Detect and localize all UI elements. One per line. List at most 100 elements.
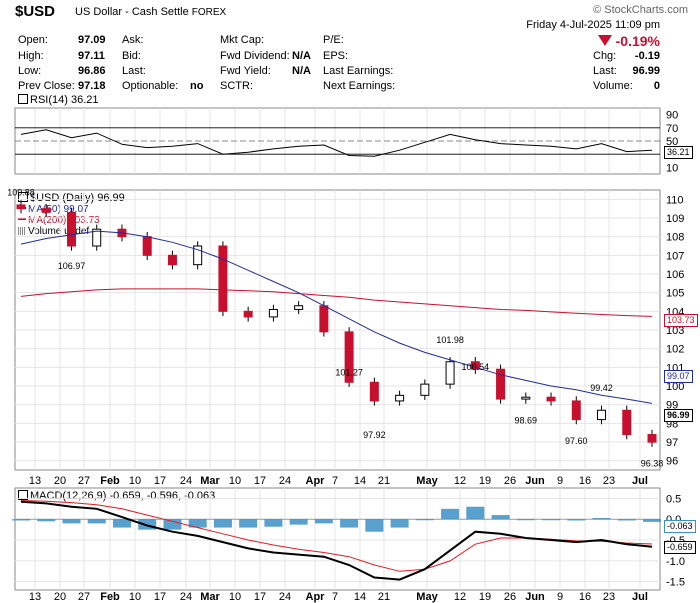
x-tick-label: Jul [632,475,648,487]
rsi-legend: RSI(14) 36.21 [18,94,98,106]
macd-histogram-bar [390,519,409,528]
fwd-dividend-label: Fwd Dividend: [220,50,290,62]
x-tick-label: 19 [479,475,491,487]
last-earnings-label: Last Earnings: [323,65,394,77]
candle-body [66,211,76,247]
price-annotation: 97.60 [565,436,588,446]
quote-datetime: Friday 4-Jul-2025 11:09 pm [526,19,660,31]
x-tick-label: 24 [279,475,291,487]
candle-body [243,310,253,318]
candle-body [319,305,329,333]
symbol-name: US Dollar - Cash Settle [75,6,189,18]
prev-close-label: Prev Close: [18,80,75,92]
ask-label: Ask: [122,34,144,46]
candle-body [420,383,430,396]
x-tick-label: May [416,475,438,487]
macd-hist-tag: -0.063 [664,520,696,533]
candle-body [470,361,480,370]
exchange-label: FOREX [191,7,227,18]
x-tick-label: 14 [354,475,366,487]
candle-body [142,236,152,256]
last2-value: 96.99 [632,65,660,77]
x-tick-label: 10 [229,591,241,603]
price-legend-main: $USD (Daily) 96.99 [18,192,125,204]
ma200-line-icon [18,218,26,220]
candle-body [445,361,455,385]
x-tick-label: 13 [29,591,41,603]
macd-label: MACD(12,26,9) -0.659, -0.596, -0.063 [30,490,216,502]
macd-histogram-bar [62,519,81,524]
price-annotation: 96.38 [641,459,664,469]
candle-body [218,245,228,312]
x-tick-label: 16 [579,591,591,603]
x-tick-label: 12 [454,591,466,603]
macd-histogram-bar [239,519,258,528]
pe-label: P/E: [323,34,344,46]
macd-histogram-bar [365,519,384,532]
ma200-line [20,288,653,317]
macd-histogram-bar [617,519,636,521]
macd-marker-icon [18,490,28,500]
change-percent: -0.19% [597,33,660,49]
macd-histogram-bar [567,519,586,521]
x-tick-label: Feb [100,591,120,603]
rsi-marker-icon [18,94,28,104]
candle-body [41,208,51,213]
ma200-label: MA(200) 103.73 [28,215,100,226]
x-tick-label: 23 [603,591,615,603]
x-tick-label: Apr [306,475,326,487]
macd-histogram-bar [112,519,131,528]
candle-body [521,396,531,400]
x-tick-label: 24 [180,591,192,603]
macd-histogram-bar [516,519,535,521]
x-tick-label: Feb [100,475,120,487]
macd-histogram-bar [542,519,561,521]
fwd-yield-label: Fwd Yield: [220,65,271,77]
macd-histogram-bar [643,519,661,522]
price-tick-label: 100 [666,381,684,393]
x-tick-label: 17 [154,591,166,603]
x-tick-label: 26 [504,591,516,603]
x-tick-label: 7 [332,591,338,603]
brand-watermark: © StockCharts.com [593,4,688,16]
x-tick-label: 17 [154,475,166,487]
candle-body [395,394,405,402]
x-tick-label: 7 [332,475,338,487]
x-tick-label: 13 [29,475,41,487]
x-tick-label: 23 [603,475,615,487]
x-tick-label: Jun [525,475,545,487]
price-annotation: 101.98 [436,335,464,345]
macd-histogram-bar [188,519,207,528]
macd-histogram-bar [37,519,56,522]
candle-body [294,305,304,310]
price-tick-label: 99 [666,400,678,412]
x-tick-label: May [416,591,438,603]
candle-body [622,409,632,436]
x-tick-label: 10 [129,475,141,487]
macd-histogram-bar [415,519,434,521]
open-value: 97.09 [78,34,106,46]
macd-tick-label: 0.5 [666,493,681,505]
x-tick-label: 27 [78,591,90,603]
price-tick-label: 103 [666,325,684,337]
price-annotation: 109.88 [7,188,35,198]
price-tick-label: 96 [666,456,678,468]
rsi-tick-label: 70 [666,123,678,135]
volume-label-text: Volume undef [28,226,90,237]
price-tick-label: 110 [666,194,684,206]
candle-body [647,434,657,443]
macd-histogram-bar [87,519,106,524]
macd-histogram-bar [466,506,485,520]
optionable-label: Optionable: [122,80,179,92]
low-label: Low: [18,65,42,77]
last-price-tag: 96.99 [664,409,693,422]
candle-body [92,228,102,247]
candle-body [597,409,607,421]
price-tick-label: 106 [666,269,684,281]
x-tick-label: 17 [254,591,266,603]
price-tick-label: 107 [666,250,684,262]
candle-body [167,254,177,266]
x-tick-label: 27 [78,475,90,487]
